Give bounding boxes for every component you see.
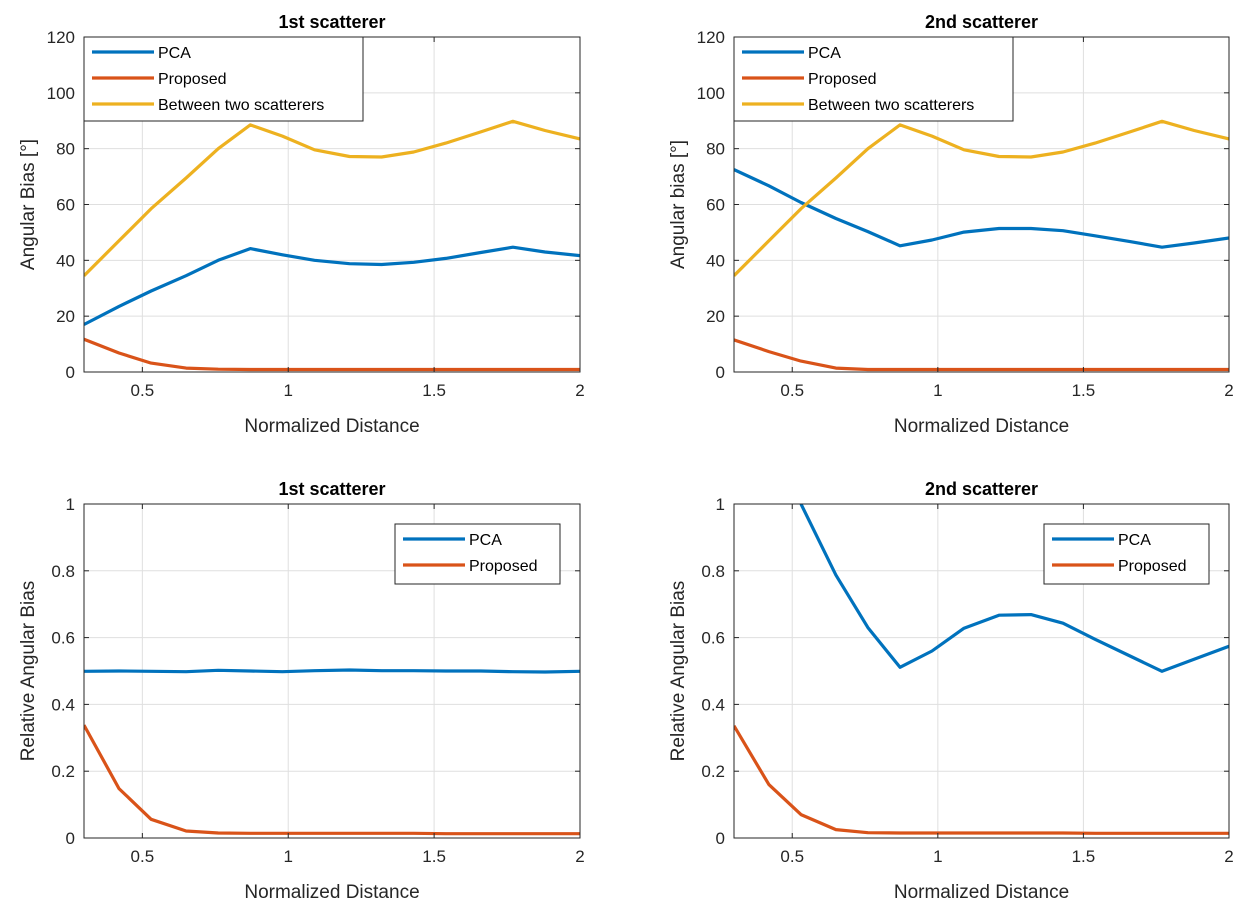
legend-label-proposed: Proposed	[808, 71, 877, 88]
y-tick-label: 60	[56, 196, 75, 215]
y-axis-label: Relative Angular Bias	[18, 581, 39, 762]
series-line-pca	[84, 668, 580, 674]
y-axis-label: Angular bias [°]	[668, 140, 689, 269]
legend-label-between-two-scatterers: Between two scatterers	[158, 97, 324, 114]
y-tick-label: 120	[697, 28, 725, 47]
y-tick-label: 120	[47, 28, 75, 47]
legend-label-pca: PCA	[158, 45, 191, 62]
y-tick-label: 60	[706, 196, 725, 215]
y-tick-label: 0.2	[51, 762, 75, 781]
y-tick-label: 0	[716, 363, 725, 382]
x-tick-label: 0.5	[780, 847, 804, 866]
legend-label-between-two-scatterers: Between two scatterers	[808, 97, 974, 114]
x-tick-label: 1	[284, 847, 293, 866]
series-line-proposed	[84, 337, 580, 372]
y-tick-label: 80	[56, 140, 75, 159]
y-tick-label: 80	[706, 140, 725, 159]
y-tick-label: 0	[66, 363, 75, 382]
legend-box	[394, 523, 561, 585]
x-tick-label: 0.5	[131, 847, 155, 866]
axes-box	[83, 503, 581, 839]
x-axis-label: Normalized Distance	[244, 882, 419, 903]
y-tick-label: 0.4	[51, 695, 75, 714]
y-tick-label: 0.4	[701, 695, 725, 714]
y-tick-label: 40	[56, 251, 75, 270]
y-tick-label: 20	[56, 307, 75, 326]
y-axis-label: Relative Angular Bias	[668, 581, 689, 762]
x-tick-label: 1.5	[1072, 847, 1096, 866]
series-line-between-two-scatterers	[84, 119, 580, 277]
x-tick-label: 1	[933, 381, 942, 400]
legend: PCA Proposed Between two scatterers	[733, 36, 1014, 122]
legend-label-pca: PCA	[469, 532, 502, 549]
chart-title: 2nd scatterer	[925, 12, 1038, 32]
legend: PCA Proposed	[394, 523, 561, 585]
x-tick-label: 2	[575, 381, 584, 400]
chart-title: 1st scatterer	[278, 479, 385, 499]
x-tick-label: 1	[933, 847, 942, 866]
legend: PCA Proposed	[1043, 523, 1210, 585]
legend-label-pca: PCA	[1118, 532, 1151, 549]
y-tick-label: 0.6	[701, 629, 725, 648]
series-line-proposed	[734, 338, 1229, 372]
x-tick-label: 2	[1224, 847, 1233, 866]
series-line-proposed	[734, 724, 1229, 835]
series-line-pca	[84, 245, 580, 326]
x-tick-label: 1	[284, 381, 293, 400]
axes-box	[733, 503, 1230, 839]
x-tick-label: 0.5	[131, 381, 155, 400]
x-axis-label: Normalized Distance	[894, 882, 1069, 903]
y-tick-label: 0.8	[701, 562, 725, 581]
y-tick-label: 1	[66, 495, 75, 514]
chart-panel-4: 0.5 1 1.5 2 0 0.2 0.4 0.6 0.8 1 2nd scatterer Norma…	[668, 479, 1234, 903]
x-tick-label: 2	[1224, 381, 1233, 400]
y-tick-label: 0.8	[51, 562, 75, 581]
legend: PCA Proposed Between two scatterers	[83, 36, 364, 122]
chart-panel-3: 0.5 1 1.5 2 0 0.2 0.4 0.6 0.8 1 1st scatterer Norma…	[18, 479, 585, 903]
legend-label-proposed: Proposed	[158, 71, 227, 88]
x-tick-label: 1.5	[422, 381, 446, 400]
legend-box	[1043, 523, 1210, 585]
legend-label-proposed: Proposed	[469, 558, 538, 575]
legend-label-proposed: Proposed	[1118, 558, 1187, 575]
x-tick-label: 0.5	[780, 381, 804, 400]
series-line-between-two-scatterers	[734, 119, 1229, 277]
y-tick-label: 40	[706, 251, 725, 270]
chart-title: 2nd scatterer	[925, 479, 1038, 499]
series-line-proposed	[84, 724, 580, 836]
x-tick-label: 1.5	[1072, 381, 1096, 400]
y-tick-label: 0.6	[51, 629, 75, 648]
y-tick-label: 100	[697, 84, 725, 103]
x-axis-label: Normalized Distance	[894, 416, 1069, 437]
legend-label-pca: PCA	[808, 45, 841, 62]
x-tick-label: 2	[575, 847, 584, 866]
y-tick-label: 0	[66, 829, 75, 848]
y-tick-label: 20	[706, 307, 725, 326]
y-tick-label: 0.2	[701, 762, 725, 781]
series-line-pca	[799, 504, 1229, 673]
x-tick-label: 1.5	[422, 847, 446, 866]
y-tick-label: 100	[47, 84, 75, 103]
y-tick-label: 1	[716, 495, 725, 514]
chart-title: 1st scatterer	[278, 12, 385, 32]
y-axis-label: Angular Bias [°]	[18, 139, 39, 270]
series-line-pca	[734, 168, 1229, 249]
y-tick-label: 0	[716, 829, 725, 848]
x-axis-label: Normalized Distance	[244, 416, 419, 437]
